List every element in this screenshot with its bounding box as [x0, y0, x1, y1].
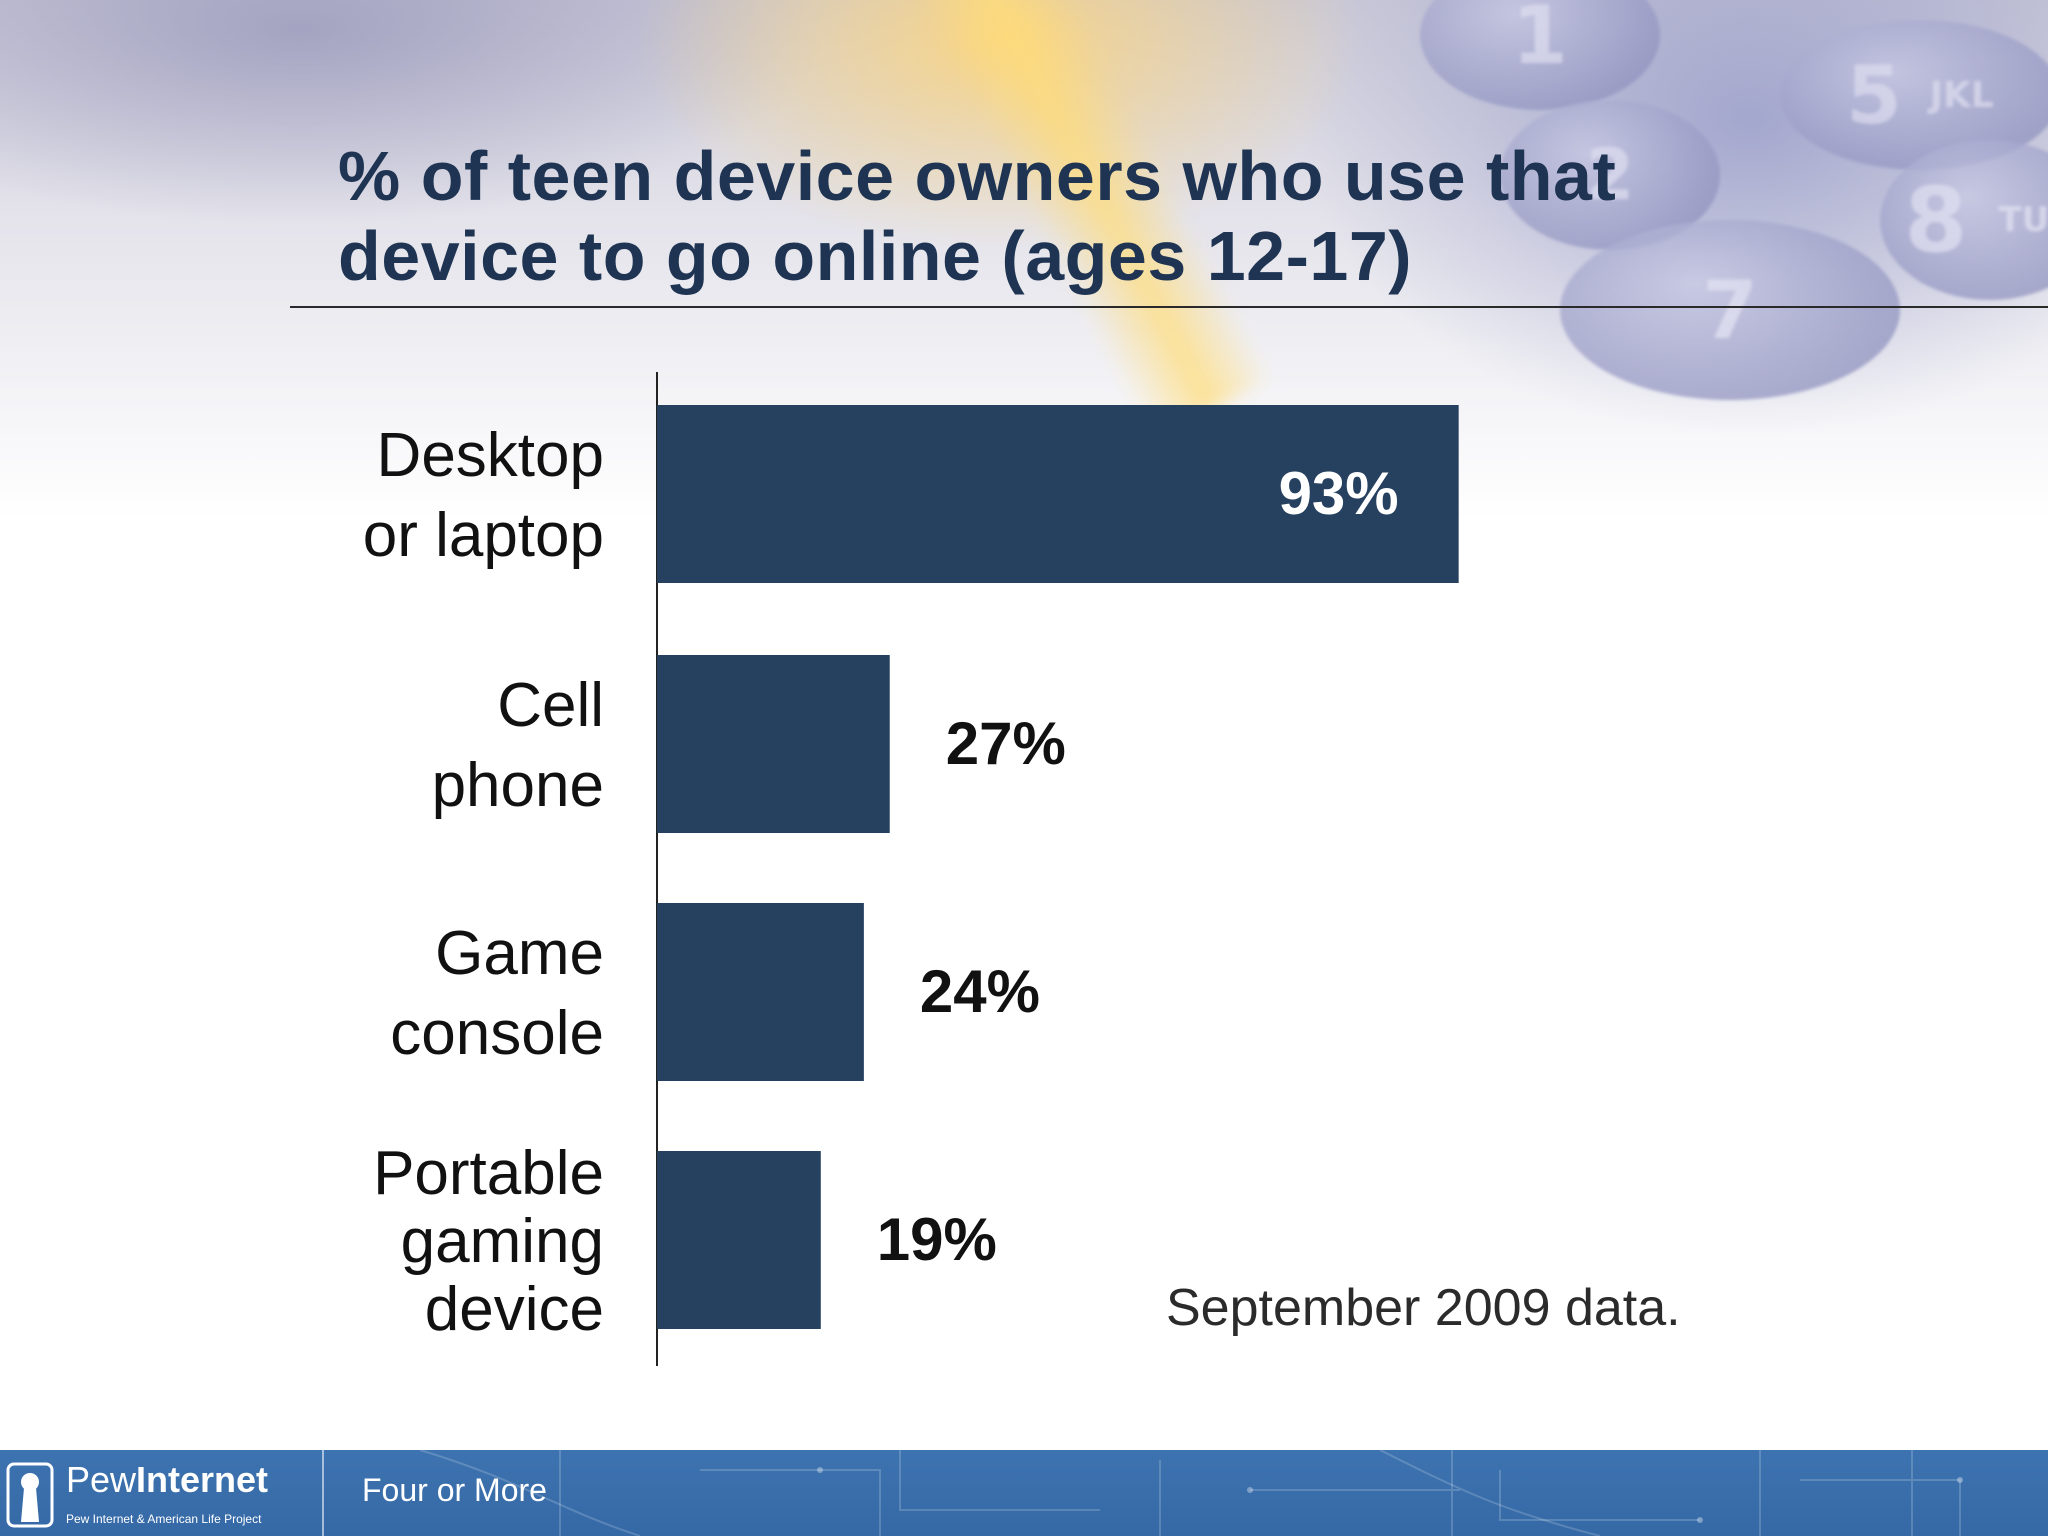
title-divider: [290, 306, 2048, 308]
chart-title-line-2: device to go online (ages 12-17): [338, 217, 1413, 295]
category-label-line: Cell: [497, 671, 604, 740]
keypad-digit: 1: [1512, 0, 1568, 82]
keypad-key-decoration: 2: [1500, 100, 1720, 250]
bar-value-label: 19%: [877, 1206, 997, 1273]
bar: [657, 1151, 821, 1329]
category-label: Cell phone: [432, 671, 604, 820]
keypad-digit: 8: [1904, 167, 1968, 273]
category-label: Desktop or laptop: [363, 421, 604, 570]
pew-keyhole-logo-icon: [6, 1462, 54, 1528]
keypad-key-decoration: 8 TUV: [1880, 140, 2048, 300]
bar-value-label: 24%: [920, 958, 1040, 1025]
keypad-digit: 2: [1585, 134, 1635, 216]
circuit-pattern-decoration: [419, 1450, 1963, 1536]
bar-value-label: 93%: [1279, 460, 1399, 527]
keypad-digit: 5: [1846, 48, 1902, 142]
footer-bar: PewInternet Pew Internet & American Life…: [0, 1450, 2048, 1536]
category-label: Portable gaming device: [373, 1139, 604, 1344]
keypad-letters: JKL: [1929, 74, 1994, 116]
bar-chart: 93% Desktop or laptop 27% Cell phone 24% Game co…: [363, 372, 1459, 1366]
brand-subtitle: Pew Internet & American Life Project: [66, 1512, 262, 1526]
category-label-line: device: [425, 1275, 604, 1344]
chart-title-line-1: % of teen device owners who use that: [338, 137, 1617, 215]
data-date-note: September 2009 data.: [1166, 1279, 1681, 1337]
category-label-line: phone: [432, 751, 604, 820]
bar: [657, 655, 890, 833]
brand-name: PewInternet: [66, 1460, 268, 1500]
brand-name-part-1: Pew: [66, 1459, 137, 1500]
category-label-line: Desktop: [377, 421, 604, 490]
footer-divider: [322, 1450, 324, 1536]
keypad-digit: 7: [1702, 263, 1758, 357]
brand-name-part-2: Internet: [136, 1459, 269, 1500]
category-label-line: Game: [435, 919, 604, 988]
category-label-line: Portable: [373, 1139, 604, 1208]
keypad-letters: TUV: [1998, 200, 2048, 240]
category-label-line: console: [390, 999, 604, 1068]
bar: [657, 903, 864, 1081]
bar-value-label: 27%: [946, 710, 1066, 777]
category-label-line: gaming: [401, 1207, 604, 1276]
category-label: Game console: [390, 919, 604, 1068]
bar: [657, 405, 1459, 583]
keypad-key-decoration: 7: [1560, 220, 1900, 400]
category-label-line: or laptop: [363, 501, 604, 570]
footer-section-title: Four or More: [362, 1472, 547, 1508]
chart-title: % of teen device owners who use that dev…: [338, 136, 1898, 296]
